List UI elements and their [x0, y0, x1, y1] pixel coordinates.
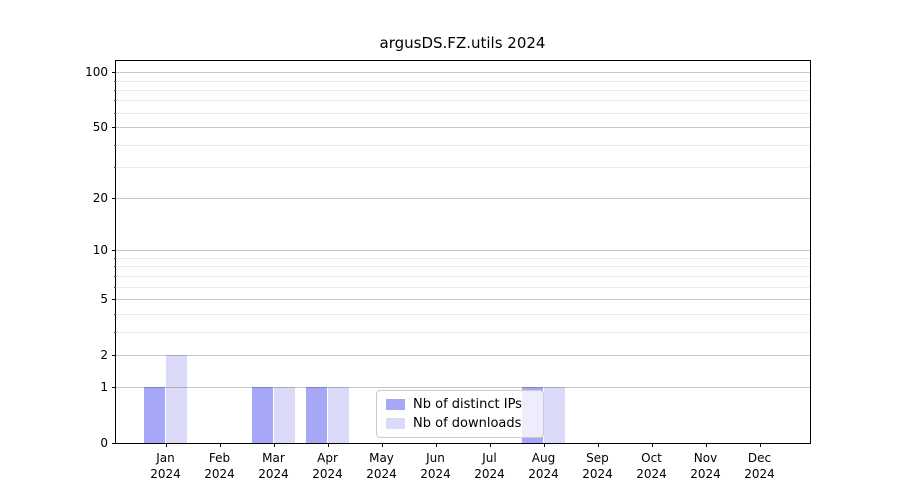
y-tick-label-50: 50: [92, 120, 108, 135]
gridline-minor-7: [116, 275, 810, 277]
y-minortick-4: [114, 313, 116, 315]
y-tick-1: [112, 387, 116, 389]
y-minortick-7: [114, 275, 116, 277]
y-tick-label-1: 1: [100, 380, 108, 395]
x-tick-label-jun: Jun 2024: [420, 451, 451, 482]
y-minortick-60: [114, 112, 116, 114]
x-tick-dec: [759, 443, 761, 447]
x-tick-oct: [651, 443, 653, 447]
gridline-minor-9: [116, 257, 810, 259]
gridline-minor-80: [116, 89, 810, 91]
legend-item-downloads: Nb of downloads: [386, 416, 534, 431]
gridline-minor-90: [116, 80, 810, 82]
x-tick-jun: [435, 443, 437, 447]
x-tick-label-feb: Feb 2024: [204, 451, 235, 482]
bar-distinct-ips-jan: [143, 387, 166, 443]
chart-title: argusDS.FZ.utils 2024: [379, 34, 546, 52]
legend-item-distinct-ips: Nb of distinct IPs: [386, 397, 534, 412]
y-tick-20: [112, 198, 116, 200]
y-minortick-6: [114, 286, 116, 288]
y-minortick-3: [114, 331, 116, 333]
bar-downloads-apr: [327, 387, 350, 443]
y-tick-5: [112, 299, 116, 300]
gridline-major-20: [116, 198, 810, 200]
x-tick-apr: [327, 443, 329, 447]
legend: Nb of distinct IPs Nb of downloads: [376, 390, 544, 438]
x-tick-label-may: May 2024: [366, 451, 397, 482]
gridline-minor-6: [116, 286, 810, 288]
x-tick-label-aug: Aug 2024: [528, 451, 559, 482]
y-minortick-30: [114, 167, 116, 169]
gridline-major-100: [116, 72, 810, 74]
y-tick-label-0: 0: [100, 436, 108, 450]
gridline-major-2: [116, 354, 810, 356]
x-tick-label-jul: Jul 2024: [474, 451, 505, 482]
legend-label-downloads: Nb of downloads: [413, 416, 522, 431]
y-tick-label-5: 5: [100, 292, 108, 306]
gridline-minor-3: [116, 331, 810, 333]
gridline-minor-70: [116, 100, 810, 102]
y-tick-10: [112, 250, 116, 252]
y-minortick-8: [114, 266, 116, 268]
gridline-major-10: [116, 250, 810, 252]
x-tick-label-apr: Apr 2024: [312, 451, 343, 482]
x-tick-label-mar: Mar 2024: [258, 451, 289, 482]
y-tick-0: [112, 443, 116, 444]
y-minortick-9: [114, 257, 116, 259]
legend-swatch-downloads: [386, 418, 405, 429]
bar-downloads-aug: [543, 387, 566, 443]
x-tick-jul: [489, 443, 491, 447]
x-tick-label-sep: Sep 2024: [582, 451, 613, 482]
bar-downloads-jan: [165, 354, 188, 443]
x-tick-label-jan: Jan 2024: [150, 451, 181, 482]
x-tick-sep: [597, 443, 599, 447]
x-tick-aug: [543, 443, 545, 447]
x-tick-label-dec: Dec 2024: [744, 451, 775, 482]
y-tick-label-100: 100: [85, 65, 108, 80]
y-minortick-80: [114, 89, 116, 91]
x-tick-label-oct: Oct 2024: [636, 451, 667, 482]
gridline-major-50: [116, 127, 810, 129]
gridline-major-1: [116, 387, 810, 389]
bar-distinct-ips-mar: [251, 387, 274, 443]
bar-downloads-mar: [273, 387, 296, 443]
x-tick-mar: [273, 443, 275, 447]
gridline-minor-8: [116, 266, 810, 268]
y-minortick-40: [114, 144, 116, 146]
y-minortick-70: [114, 100, 116, 102]
y-tick-100: [112, 72, 116, 74]
bar-distinct-ips-apr: [305, 387, 328, 443]
y-minortick-90: [114, 80, 116, 82]
x-tick-may: [381, 443, 383, 447]
legend-swatch-distinct-ips: [386, 399, 405, 410]
gridline-minor-40: [116, 144, 810, 146]
y-tick-label-10: 10: [92, 243, 108, 258]
legend-label-distinct-ips: Nb of distinct IPs: [413, 397, 522, 412]
gridline-minor-30: [116, 167, 810, 169]
plot-area: Nb of distinct IPs Nb of downloads 0 1 2 5 1…: [85, 60, 811, 481]
x-tick-nov: [705, 443, 707, 447]
gridline-major-5: [116, 299, 810, 300]
y-tick-2: [112, 354, 116, 356]
gridline-minor-60: [116, 112, 810, 114]
y-tick-label-20: 20: [92, 191, 108, 206]
x-tick-feb: [219, 443, 221, 447]
gridline-minor-4: [116, 313, 810, 315]
y-tick-label-2: 2: [100, 347, 108, 362]
y-tick-50: [112, 127, 116, 129]
x-tick-jan: [165, 443, 167, 447]
x-tick-label-nov: Nov 2024: [690, 451, 721, 482]
